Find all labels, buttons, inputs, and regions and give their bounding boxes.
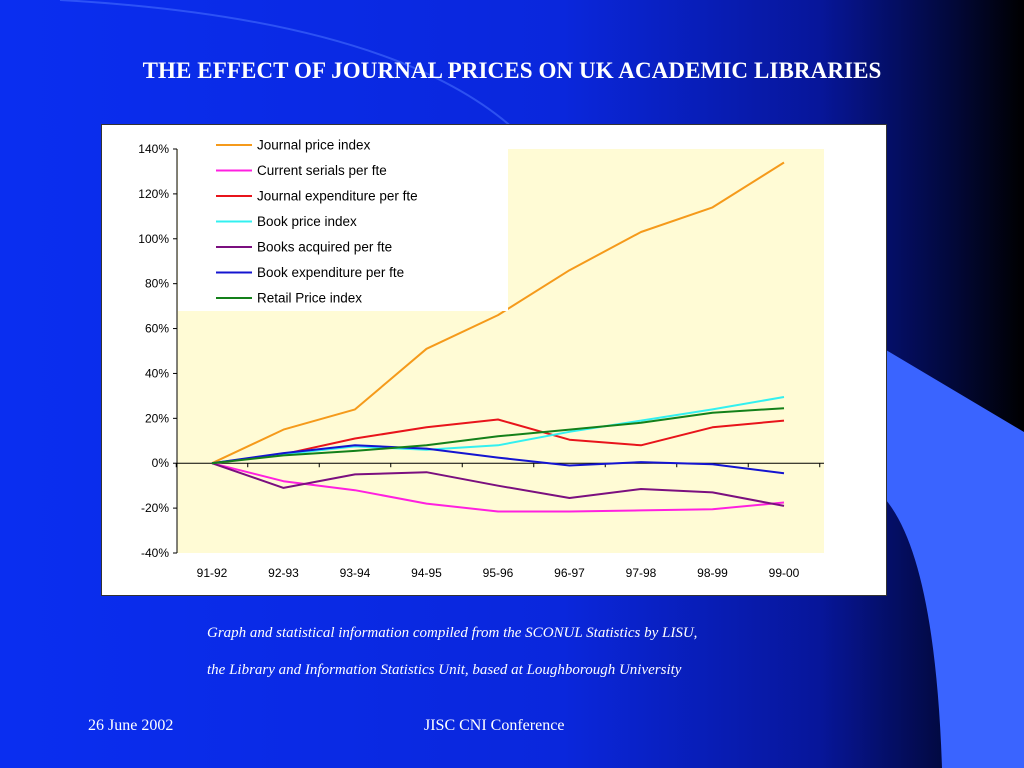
- y-tick-label: -20%: [141, 501, 169, 515]
- footer-event: JISC CNI Conference: [424, 717, 565, 734]
- source-caption-line-1: Graph and statistical information compil…: [207, 625, 698, 641]
- line-chart: -40% -20% 0% 20% 40% 60% 80% 100% 120% 140% 91-92 9…: [138, 125, 824, 580]
- x-tick-label: 91-92: [197, 566, 228, 580]
- series-line-7: [211, 407, 785, 465]
- legend-label: Book expenditure per fte: [257, 265, 404, 280]
- y-tick-label: 100%: [138, 232, 169, 246]
- legend-label: Journal price index: [257, 138, 371, 153]
- x-tick-label: 94-95: [411, 566, 442, 580]
- x-tick-label: 98-99: [697, 566, 728, 580]
- x-tick-label: 99-00: [769, 566, 800, 580]
- decorative-arc: [59, 0, 536, 151]
- y-tick-label: 0%: [152, 456, 170, 470]
- x-tick-label: 93-94: [340, 566, 371, 580]
- legend-label: Retail Price index: [257, 291, 362, 306]
- slide-title: THE EFFECT OF JOURNAL PRICES ON UK ACADE…: [142, 58, 882, 83]
- series-line-5: [211, 462, 785, 507]
- y-tick-label: 60%: [145, 322, 169, 336]
- x-tick-label: 96-97: [554, 566, 585, 580]
- series-line-3: [211, 418, 785, 465]
- series-line-1: [211, 161, 785, 465]
- y-tick-label: -40%: [141, 546, 169, 560]
- series-line-6: [211, 444, 785, 475]
- y-tick-label: 140%: [138, 142, 169, 156]
- legend-box: [178, 125, 508, 311]
- series-line-4: [211, 396, 785, 465]
- chart-panel: -40% -20% 0% 20% 40% 60% 80% 100% 120% 140% 91-92 9…: [101, 124, 887, 596]
- decorative-wave-shape: [886, 350, 1024, 768]
- footer-date: 26 June 2002: [88, 717, 174, 734]
- legend-label: Book price index: [257, 214, 357, 229]
- x-tick-label: 97-98: [626, 566, 657, 580]
- source-caption-line-2: the Library and Information Statistics U…: [207, 662, 682, 678]
- x-tick-label: 92-93: [268, 566, 299, 580]
- y-tick-label: 20%: [145, 411, 169, 425]
- x-tick-label: 95-96: [483, 566, 514, 580]
- legend-label: Books acquired per fte: [257, 240, 392, 255]
- legend-label: Current serials per fte: [257, 163, 387, 178]
- y-tick-label: 120%: [138, 187, 169, 201]
- y-tick-label: 40%: [145, 366, 169, 380]
- y-tick-label: 80%: [145, 277, 169, 291]
- legend-label: Journal expenditure per fte: [257, 189, 418, 204]
